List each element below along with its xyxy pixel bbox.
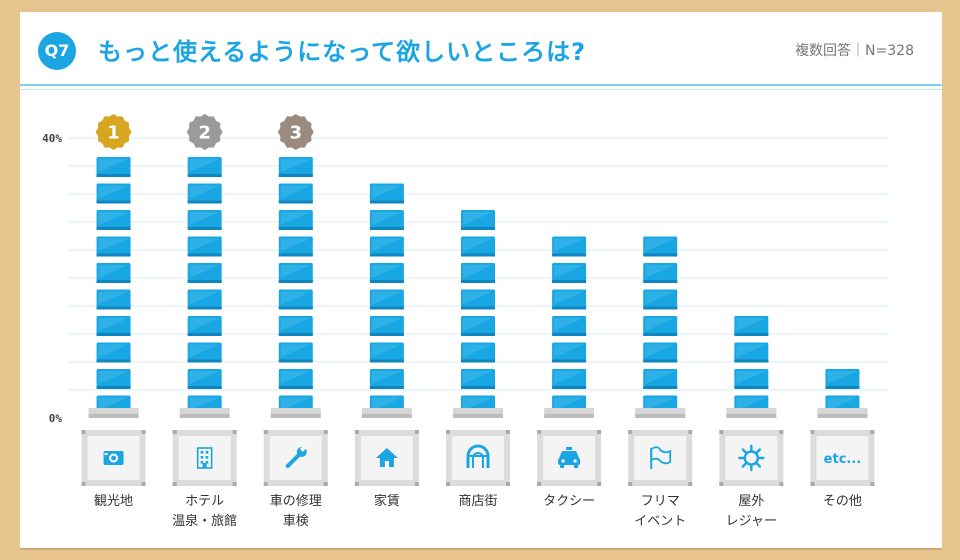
- y-tick-label: 0%: [49, 412, 63, 425]
- bar: [179, 157, 230, 418]
- bar-tray: [635, 408, 686, 414]
- etc-icon: etc...: [824, 452, 862, 467]
- bar: [726, 316, 777, 418]
- bar: [544, 236, 595, 418]
- arch-icon: [466, 444, 490, 468]
- bar: [361, 183, 412, 418]
- category-label: レジャー: [726, 514, 777, 529]
- wrench-icon: [285, 445, 307, 468]
- bar-tray: [817, 408, 868, 414]
- category-label: 観光地: [94, 494, 133, 509]
- header-divider-thin: [20, 89, 942, 90]
- svg-text:etc...: etc...: [824, 452, 862, 467]
- y-tick-label: 40%: [42, 132, 62, 145]
- category-label: ホテル: [185, 494, 224, 509]
- rank-badge-number: 2: [198, 123, 211, 144]
- sun-icon: [738, 444, 765, 472]
- rank-badge-shape: [95, 114, 132, 150]
- category-label: 屋外: [738, 494, 764, 509]
- header-divider: [20, 84, 942, 86]
- rank-badge-shape: [277, 114, 314, 150]
- rank-badge: 2: [186, 114, 223, 150]
- bar: [88, 157, 139, 418]
- header: Q7 もっと使えるようになって欲しいところは? 複数回答｜N=328: [20, 12, 942, 90]
- category-label: その他: [823, 494, 862, 509]
- bar: [270, 157, 321, 418]
- category-label: 商店街: [458, 494, 497, 509]
- bar: [635, 236, 686, 418]
- bar-tray: [88, 408, 139, 414]
- bar: [453, 210, 503, 418]
- category-label: 車の修理: [270, 494, 322, 509]
- camera-icon: [103, 451, 124, 465]
- rank-badge-number: 3: [290, 123, 303, 144]
- rank-badge-number: 1: [107, 123, 120, 144]
- category-label: タクシー: [543, 494, 595, 509]
- category-label: イベント: [634, 514, 686, 529]
- rank-badge-shape: [186, 114, 223, 150]
- taxi-icon: [558, 447, 581, 468]
- panel: Q7 もっと使えるようになって欲しいところは? 複数回答｜N=328 0% 40%…: [20, 12, 942, 548]
- response-meta: 複数回答｜N=328: [795, 43, 914, 59]
- category-label: フリマ: [641, 494, 680, 509]
- bar-tray: [270, 408, 321, 414]
- bar-tray: [726, 408, 777, 414]
- bar: [817, 369, 868, 418]
- bar-tray: [544, 408, 595, 414]
- category-label: 温泉・旅館: [172, 513, 237, 529]
- house-icon: [375, 448, 398, 467]
- category-label: 家賃: [374, 493, 400, 509]
- category-label: 車検: [283, 514, 309, 529]
- page-title: もっと使えるようになって欲しいところは?: [98, 38, 587, 66]
- flag-icon: [650, 446, 672, 469]
- bar-tray: [453, 408, 503, 414]
- building-icon: [196, 447, 213, 469]
- rank-badge: 1: [95, 114, 132, 150]
- rank-badge: 3: [277, 114, 314, 150]
- bar-tray: [179, 408, 230, 414]
- question-badge: Q7: [38, 32, 76, 70]
- bar-tray: [361, 408, 412, 414]
